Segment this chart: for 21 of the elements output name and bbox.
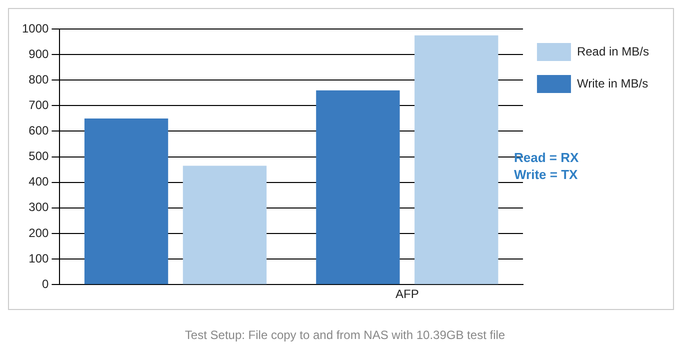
text: Test Setup: File copy to and from NAS with 10.39GB test file bbox=[184, 328, 506, 342]
y-tick-label: 700 bbox=[28, 98, 50, 112]
y-tick-label: 400 bbox=[28, 174, 50, 189]
y-tick-label: 500 bbox=[28, 149, 50, 164]
y-tick-label: 200 bbox=[28, 226, 50, 240]
bar bbox=[84, 118, 168, 284]
y-tick-label: 0 bbox=[42, 276, 50, 291]
legend-label: Write in MB/s bbox=[576, 76, 648, 90]
x-tick-label: AFP bbox=[395, 287, 419, 302]
y-tick-label: 300 bbox=[28, 200, 50, 214]
y-tick-label: 900 bbox=[28, 46, 50, 61]
annotation: Write = TX bbox=[514, 166, 579, 183]
annotation: Read = RX bbox=[514, 149, 579, 166]
bar bbox=[414, 35, 498, 284]
bar bbox=[182, 166, 267, 284]
bar bbox=[316, 90, 400, 284]
y-tick-label: 100 bbox=[28, 251, 50, 266]
y-tick-label: 800 bbox=[28, 72, 50, 86]
y-tick-label: 1000 bbox=[22, 21, 50, 36]
y-tick-label: 600 bbox=[28, 124, 50, 138]
legend-label: Read in MB/s bbox=[576, 44, 649, 58]
